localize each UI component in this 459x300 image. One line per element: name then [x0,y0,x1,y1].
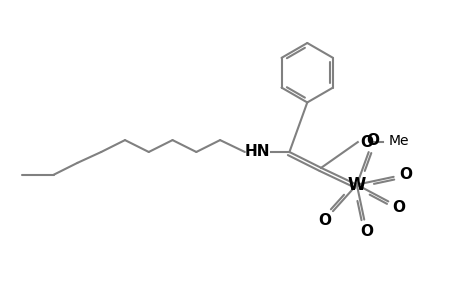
Text: Me: Me [388,134,408,148]
Text: O: O [392,200,404,214]
Text: O: O [398,167,411,182]
Text: O: O [318,212,331,227]
Text: O: O [359,135,372,150]
Text: O: O [365,134,378,148]
Text: W: W [347,176,365,194]
Text: O: O [359,224,372,239]
Text: HN: HN [245,145,270,160]
